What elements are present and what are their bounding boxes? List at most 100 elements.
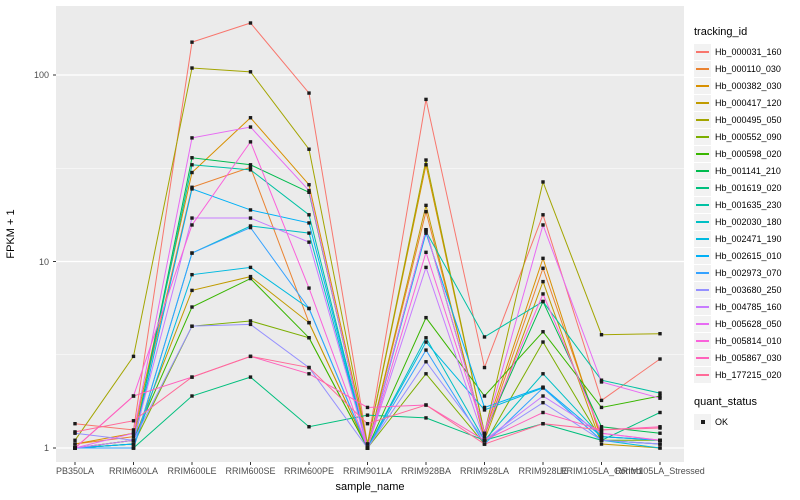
data-point	[307, 213, 311, 217]
data-point	[424, 416, 428, 420]
data-point	[248, 276, 253, 281]
legend-key-line-icon	[694, 366, 711, 383]
data-point	[248, 21, 253, 25]
legend-item-Hb_005628_050[interactable]: Hb_005628_050	[694, 315, 800, 332]
legend-item-quant-ok[interactable]: OK	[694, 413, 800, 430]
legend: tracking_id Hb_000031_160 Hb_000110_030 Hb…	[694, 26, 800, 430]
data-point	[307, 336, 311, 340]
data-point	[365, 442, 370, 446]
data-point	[248, 165, 253, 169]
legend-item-Hb_000495_050[interactable]: Hb_000495_050	[694, 111, 800, 128]
legend-item-label: Hb_005628_050	[715, 318, 782, 329]
data-point	[248, 265, 253, 270]
legend-item-label: Hb_177215_020	[715, 369, 782, 380]
data-point	[190, 251, 194, 255]
data-point	[658, 410, 662, 415]
data-point	[307, 190, 311, 194]
legend-item-label: Hb_000552_090	[715, 131, 782, 142]
data-point	[424, 372, 428, 376]
legend-item-label: Hb_001619_020	[715, 182, 782, 193]
data-point	[541, 340, 545, 344]
data-point	[541, 292, 545, 296]
x-tick-label: RRIM600LE	[167, 466, 217, 476]
legend-key-line-icon	[694, 196, 711, 213]
legend-item-Hb_002973_070[interactable]: Hb_002973_070	[694, 264, 800, 281]
data-point	[482, 431, 487, 435]
data-point	[541, 421, 545, 426]
data-point	[599, 380, 604, 384]
legend-item-Hb_000552_090[interactable]: Hb_000552_090	[694, 128, 800, 145]
legend-item-Hb_000417_120[interactable]: Hb_000417_120	[694, 94, 800, 111]
data-point	[541, 180, 545, 184]
data-point	[658, 431, 662, 435]
data-point	[541, 266, 545, 270]
data-point	[482, 442, 487, 446]
data-point	[541, 330, 545, 334]
data-point	[248, 216, 253, 220]
data-point	[307, 365, 311, 370]
legend-key-line-icon	[694, 162, 711, 179]
legend-key-line-icon	[694, 281, 711, 298]
data-point	[424, 97, 428, 102]
data-point	[482, 434, 487, 439]
legend-item-Hb_004785_160[interactable]: Hb_004785_160	[694, 298, 800, 315]
data-point	[131, 394, 136, 398]
data-point	[658, 442, 662, 446]
legend-item-Hb_000598_020[interactable]: Hb_000598_020	[694, 145, 800, 162]
legend-item-Hb_000110_030[interactable]: Hb_000110_030	[694, 60, 800, 77]
data-point	[424, 250, 428, 255]
legend-item-Hb_001635_230[interactable]: Hb_001635_230	[694, 196, 800, 213]
data-point	[599, 431, 604, 435]
data-point	[190, 223, 194, 227]
data-point	[541, 410, 545, 415]
data-point	[131, 446, 136, 450]
data-point	[482, 365, 487, 370]
legend-item-label: Hb_001635_230	[715, 199, 782, 210]
data-point	[658, 438, 662, 442]
legend-item-label: Hb_000382_030	[715, 80, 782, 91]
data-point	[190, 156, 194, 160]
data-point	[248, 140, 253, 144]
data-point	[248, 225, 253, 230]
legend-item-Hb_000382_030[interactable]: Hb_000382_030	[694, 77, 800, 94]
data-point	[73, 438, 77, 442]
data-point	[307, 188, 311, 193]
legend-item-label: Hb_001141_210	[715, 165, 781, 176]
data-point	[248, 168, 253, 172]
legend-item-Hb_001141_210[interactable]: Hb_001141_210	[694, 162, 800, 179]
data-point	[365, 405, 370, 410]
data-point	[248, 208, 253, 212]
legend-key-line-icon	[694, 213, 711, 230]
data-point	[190, 136, 194, 140]
data-point	[248, 319, 253, 323]
legend-item-Hb_001619_020[interactable]: Hb_001619_020	[694, 179, 800, 196]
data-point	[658, 396, 662, 400]
data-point	[599, 434, 604, 439]
legend-item-Hb_002471_190[interactable]: Hb_002471_190	[694, 230, 800, 247]
legend-item-Hb_002615_010[interactable]: Hb_002615_010	[694, 247, 800, 264]
legend-item-Hb_002030_180[interactable]: Hb_002030_180	[694, 213, 800, 230]
data-point	[658, 426, 662, 430]
x-tick-label: RRIM928LE	[518, 466, 568, 476]
data-point	[73, 446, 77, 450]
legend-item-Hb_005867_030[interactable]: Hb_005867_030	[694, 349, 800, 366]
data-point	[190, 40, 194, 44]
data-point	[424, 163, 428, 167]
legend-key-line-icon	[694, 43, 711, 60]
data-point	[73, 442, 77, 446]
x-tick-label: RRIM928LA	[459, 466, 510, 476]
legend-item-label: Hb_002615_010	[715, 250, 782, 261]
data-point	[307, 306, 311, 311]
data-point	[190, 170, 194, 175]
data-point	[424, 403, 428, 407]
legend-item-Hb_005814_010[interactable]: Hb_005814_010	[694, 332, 800, 349]
data-point	[307, 183, 311, 187]
legend-key-line-icon	[694, 145, 711, 162]
legend-item-Hb_000031_160[interactable]: Hb_000031_160	[694, 43, 800, 60]
data-point	[482, 394, 487, 398]
legend-item-Hb_003680_250[interactable]: Hb_003680_250	[694, 281, 800, 298]
legend-item-label: Hb_000031_160	[715, 46, 782, 57]
legend-item-Hb_177215_020[interactable]: Hb_177215_020	[694, 366, 800, 383]
